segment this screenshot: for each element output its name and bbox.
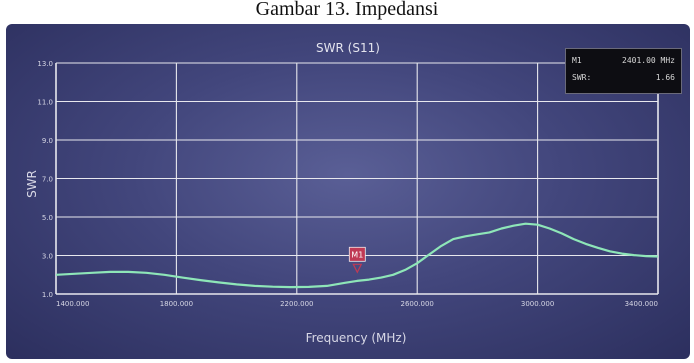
analyzer-screen: 1.0 3.0 5.0 7.0 9.0 11.0 13.0 1400.000 1800.000…	[6, 24, 690, 359]
swr-chart: 1.0 3.0 5.0 7.0 9.0 11.0 13.0 1400.000 1800.000…	[25, 41, 659, 345]
x-tick-label: 1400.000	[56, 300, 89, 308]
readout-marker-frequency: 2401.00 MHz	[622, 56, 675, 65]
x-tick-label: 3000.000	[521, 300, 554, 308]
marker-readout-panel: M1 2401.00 MHz SWR: 1.66	[565, 48, 682, 94]
x-tick-label: 2200.000	[280, 300, 313, 308]
chart-title: SWR (S11)	[316, 41, 380, 55]
marker-triangle-icon	[352, 263, 363, 274]
marker-m1[interactable]: M1	[348, 246, 366, 274]
marker-label-box	[348, 246, 366, 262]
y-tick-label: 1.0	[42, 291, 53, 299]
x-tick-label: 2600.000	[400, 300, 433, 308]
x-tick-labels: 1400.000 1800.000 2200.000 2600.000 3000.000…	[56, 300, 658, 308]
readout-swr-value: 1.66	[655, 73, 675, 82]
y-tick-label: 11.0	[37, 99, 53, 107]
figure-caption: Gambar 13. Impedansi	[255, 0, 439, 20]
y-tick-labels: 1.0 3.0 5.0 7.0 9.0 11.0 13.0	[37, 60, 53, 299]
y-tick-label: 9.0	[42, 137, 53, 145]
y-tick-label: 5.0	[42, 214, 53, 222]
readout-marker-key: M1	[572, 56, 582, 65]
marker-label: M1	[351, 250, 363, 259]
swr-trace	[55, 222, 659, 289]
x-tick-label: 1800.000	[160, 300, 193, 308]
y-tick-label: 13.0	[37, 60, 53, 68]
y-axis-label: SWR	[25, 170, 39, 198]
readout-swr-key: SWR:	[572, 73, 592, 82]
y-tick-label: 3.0	[42, 253, 53, 261]
x-tick-label: 3400.000	[625, 300, 658, 308]
y-tick-label: 7.0	[42, 176, 53, 184]
x-axis-label: Frequency (MHz)	[306, 331, 407, 345]
